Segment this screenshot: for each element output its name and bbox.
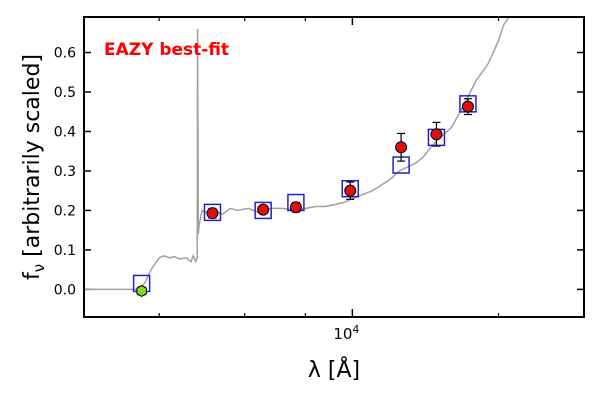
model-square-marker (254, 201, 272, 220)
observed-point (257, 203, 270, 216)
observed-point (206, 207, 219, 220)
observed-point (395, 141, 408, 154)
observed-point (344, 184, 357, 197)
observed-point (461, 100, 474, 113)
x-tick-label: 104 (333, 323, 359, 343)
y-tick-label: 0.1 (54, 243, 76, 259)
model-square-marker (203, 203, 222, 222)
y-axis-label: fν [arbitrarily scaled] (20, 54, 48, 280)
y-tick-label: 0.2 (54, 203, 76, 219)
ticks-layer: 0.0 0.1 0.2 0.3 0.4 0.5 0.6 104 (54, 17, 584, 343)
annotation-label: EAZY best-fit (104, 40, 229, 60)
y-tick-label: 0.0 (54, 282, 76, 298)
nondetection-point (136, 284, 147, 297)
y-tick-label: 0.5 (54, 85, 76, 101)
y-tick-label: 0.6 (54, 46, 76, 62)
observed-point (289, 201, 302, 214)
data-layer (84, 17, 510, 297)
plot-frame (83, 16, 585, 318)
x-axis-label: λ [Å] (308, 356, 360, 383)
y-tick-label: 0.4 (54, 124, 76, 140)
y-tick-label: 0.3 (54, 164, 76, 180)
observed-point (430, 128, 443, 141)
